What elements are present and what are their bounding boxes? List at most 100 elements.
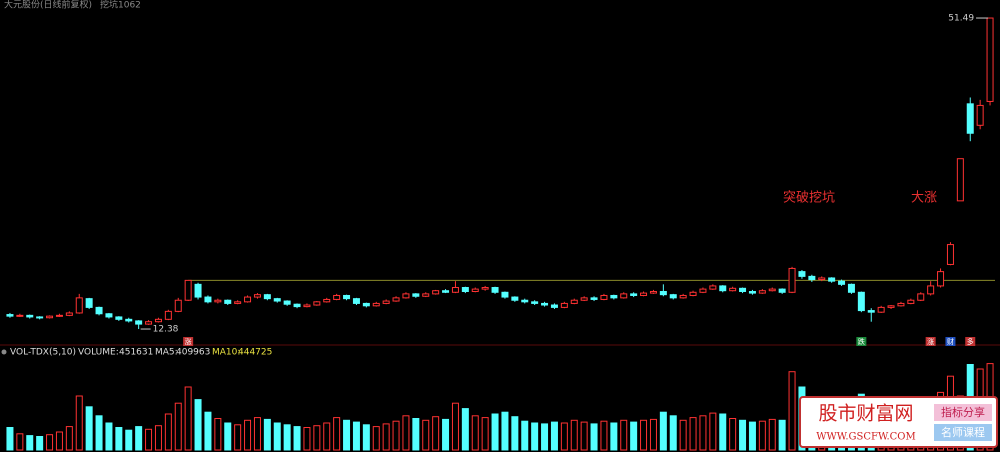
volume-bar [372,426,380,451]
candle-body [857,291,865,312]
volume-bar [570,419,578,451]
volume-bar [154,425,162,451]
candle-body [145,321,153,325]
volume-bar [164,413,172,451]
candle-body [26,314,34,318]
volume-bar [6,427,14,451]
candle-body [560,302,568,308]
watermark-url: WWW.GSCFW.COM [816,432,916,443]
watermark-tag: 名师课程 [941,425,985,439]
volume-header: VOL-TDX(5,10) VOLUME: 451631 MA5: 409963… [1,348,272,358]
candle-body [412,293,420,297]
volume-bar [46,434,54,451]
volume-bar [531,422,539,451]
volume-bar [758,420,766,451]
volume-bar [432,416,440,451]
candle-body [273,298,281,302]
volume-bar [184,386,192,451]
candle-body [956,158,964,202]
candle-body [550,304,558,308]
vol-value: 451631 [119,348,153,358]
candle-body [352,298,360,304]
candle-body [115,316,123,320]
candle-body [382,300,390,304]
candle-body [541,302,549,306]
signal-marker [925,337,936,346]
candle-body [699,288,707,293]
candle-body [976,104,984,126]
volume-bar [303,427,311,451]
volume-bar [362,424,370,451]
volume-bar [283,424,291,451]
candle-body [590,297,598,300]
marks: 51.49 12.38 涨 跌 涨 财 多 [6,14,995,451]
candle-body [897,302,905,307]
signal-label: 跌 [858,337,865,346]
volume-bar [55,431,63,451]
candle-body [808,275,816,281]
volume-bar [352,421,360,451]
volume-bar [95,415,103,451]
candle-body [234,301,242,304]
candle-body [867,310,875,313]
volume-bar [412,418,420,451]
candle-body [263,294,271,300]
candle-body [847,283,855,293]
annotation: 大涨 [911,191,937,206]
volume-bar [194,399,202,451]
volume-bar [16,433,24,451]
volume-bar [214,418,222,451]
volume-bar [501,411,509,451]
candle-body [194,283,202,298]
candle-body [333,294,341,300]
candle-body [679,294,687,299]
volume-bar [511,416,519,451]
candle-body [937,271,945,287]
signal-label: 涨 [927,337,934,346]
candle-body [55,314,63,317]
max-label: 51.49 [948,14,974,24]
candle-body [739,287,747,292]
annotation: 突破挖坑 [783,190,835,206]
candle-body [620,293,628,299]
volume-bar [402,415,410,451]
candle-body [343,294,351,300]
candle-body [402,293,410,299]
candle-body [709,285,717,290]
candle-body [204,296,212,303]
indicator-name: 挖坑1062 [100,0,141,11]
volume-bar [85,406,93,451]
volume-bar [382,423,390,451]
volume-bar [343,419,351,451]
candle-body [293,303,301,308]
candle-body [600,294,608,300]
volume-bar [768,418,776,451]
candle-body [669,294,677,299]
vol-name: VOL-TDX(5,10) [10,348,76,358]
volume-bar [541,423,549,451]
volume-bar [422,419,430,451]
candle-body [313,301,321,306]
volume-bar [145,428,153,451]
candle-body [768,288,776,292]
candle-body [442,290,450,293]
candle-body [481,287,489,290]
volume-bar [778,419,786,451]
candle-body [531,301,539,304]
volume-bar [689,417,697,451]
candle-body [244,296,252,303]
volume-bar [135,426,143,451]
volume-bar [442,418,450,451]
volume-bar [313,425,321,451]
volume-bar [253,417,261,451]
candle-body [501,291,509,298]
volume-bar [26,435,34,451]
candle-body [451,287,459,293]
tag-bg [934,424,992,441]
volume-bar [65,426,73,451]
volume-bar [630,421,638,451]
candle-body [719,285,727,292]
signal-label: 涨 [185,337,192,346]
volume-bar [590,423,598,451]
